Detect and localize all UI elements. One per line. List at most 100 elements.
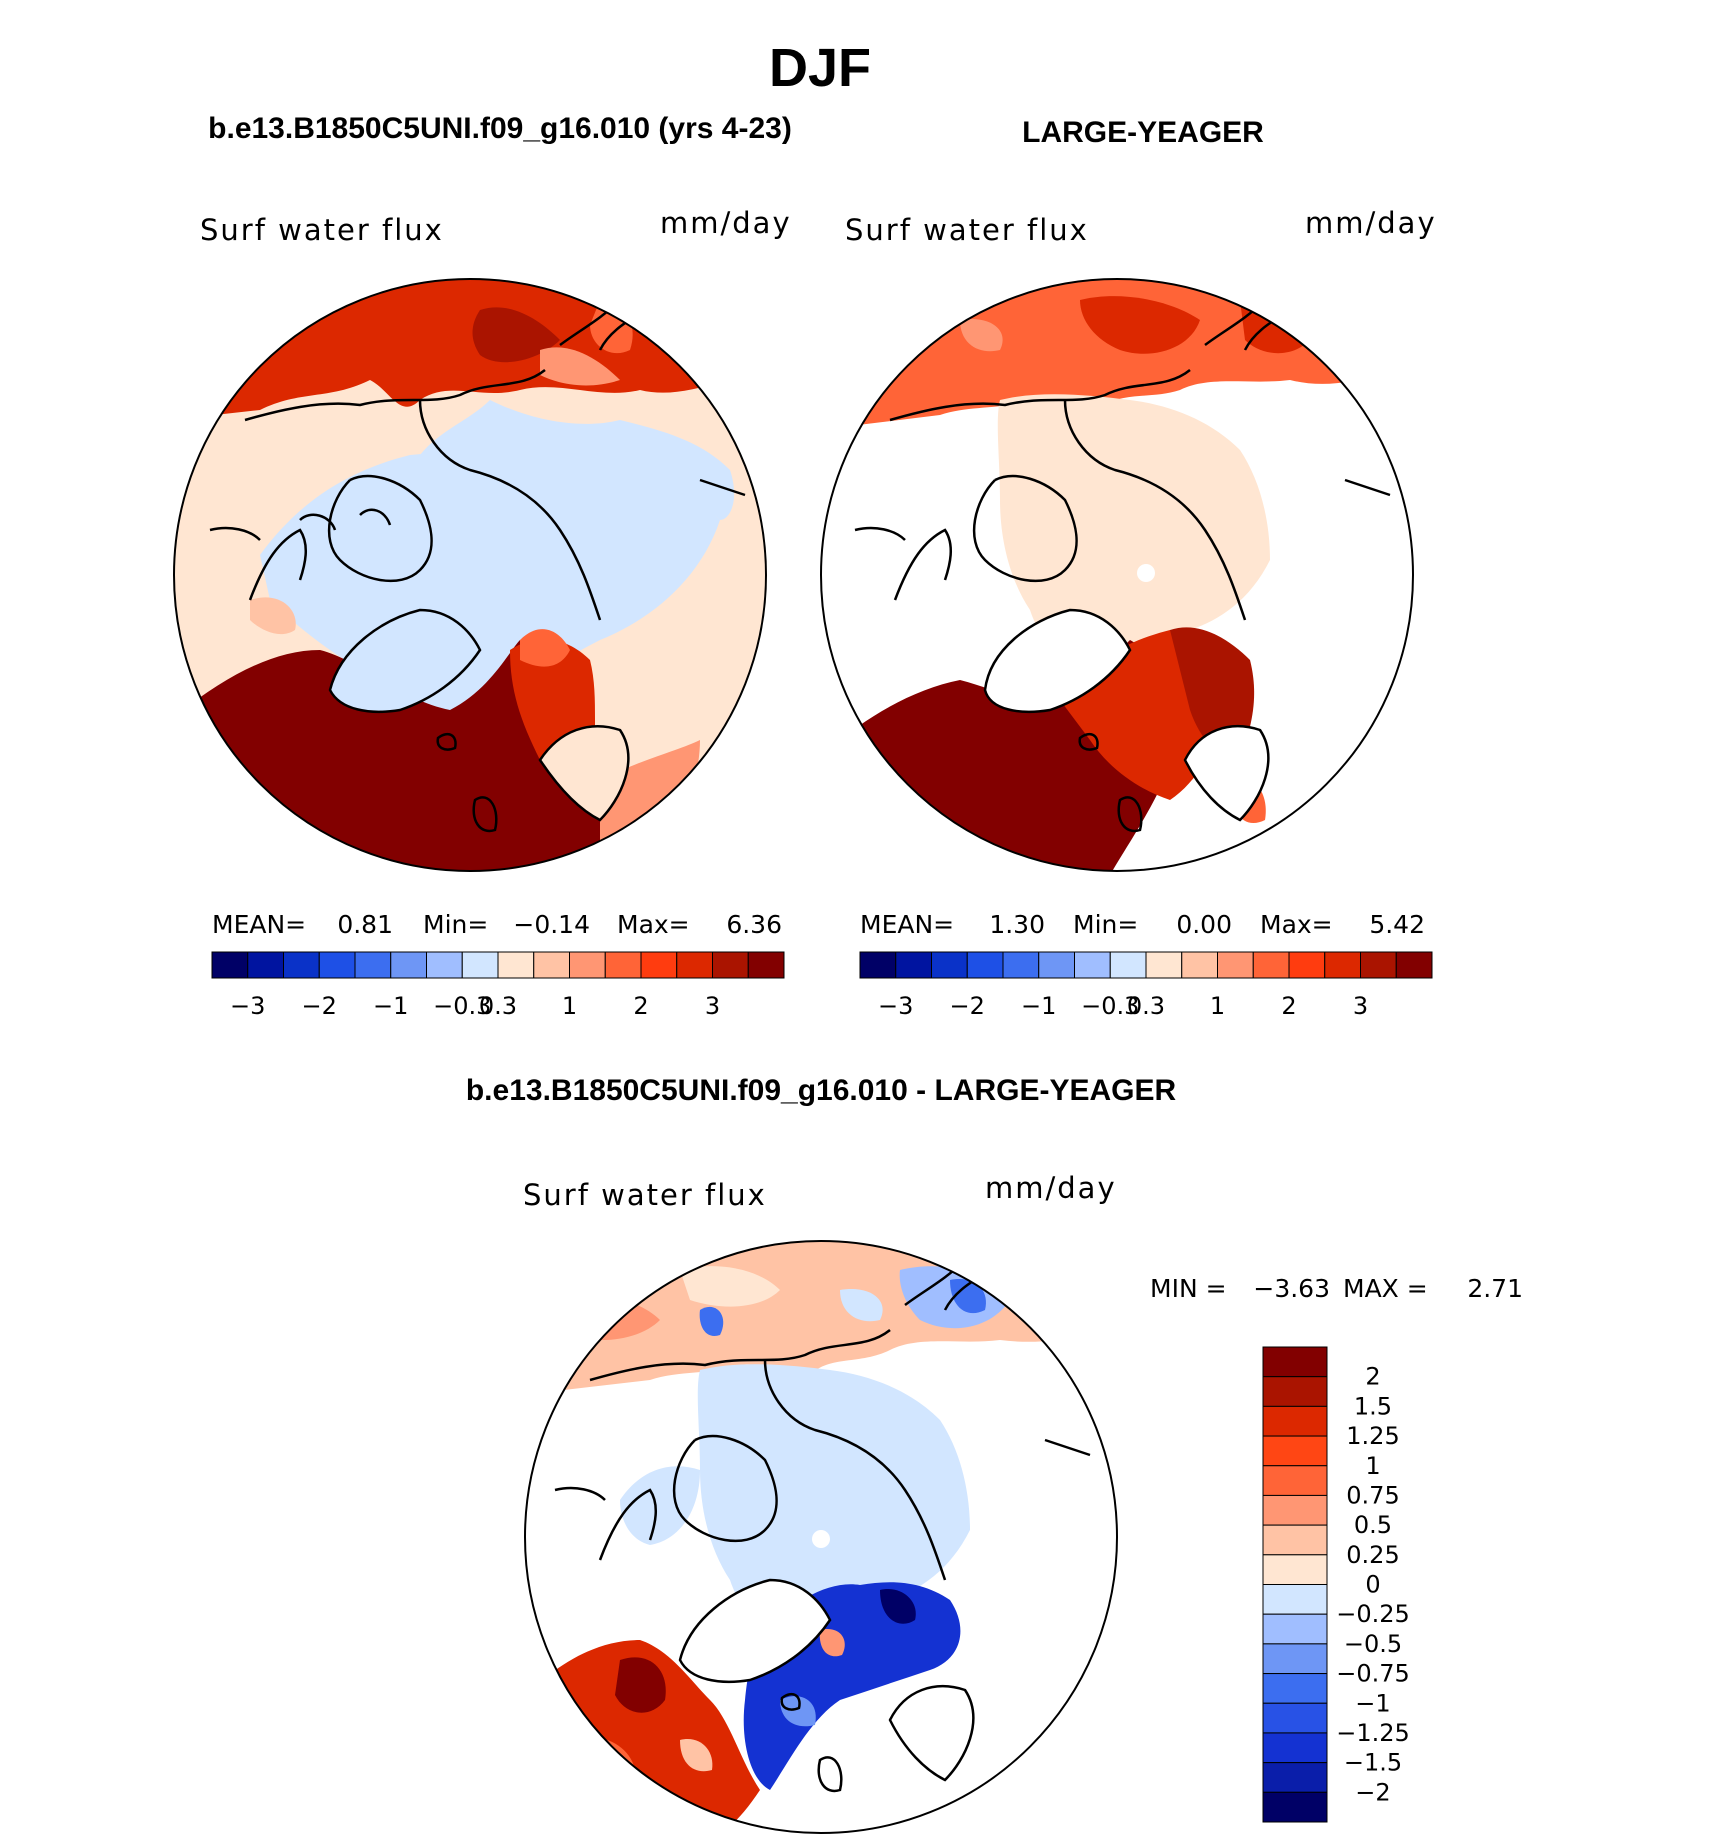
colorbar-swatch	[966, 951, 1004, 979]
colorbar-tick-label: 0	[1365, 1571, 1380, 1599]
colorbar-tick-label: 2	[633, 992, 648, 1020]
colorbar-swatch	[1262, 1762, 1328, 1793]
colorbar-tick-label: 0.3	[1127, 992, 1165, 1020]
colorbar-swatch	[211, 951, 249, 979]
colorbar-swatch	[426, 951, 463, 979]
colorbar-swatch	[1360, 951, 1397, 979]
colorbar-swatch	[1262, 1673, 1328, 1704]
diff-min-label: MIN =	[1150, 1274, 1227, 1303]
colorbar-swatch	[283, 951, 320, 979]
right-map	[821, 279, 1413, 871]
colorbar-swatch	[1262, 1524, 1328, 1556]
colorbar-tick-label: 2	[1365, 1363, 1380, 1391]
difference-map	[525, 1241, 1117, 1833]
colorbar-swatch	[747, 951, 785, 979]
colorbar-swatch	[1074, 951, 1111, 979]
left-mean-label: MEAN=	[212, 910, 306, 939]
colorbar-swatch	[1262, 1732, 1328, 1764]
colorbar-swatch	[1252, 951, 1290, 979]
colorbar-swatch	[1262, 1554, 1328, 1585]
colorbar-swatch	[1262, 1584, 1328, 1615]
left-panel: Surf water flux mm/day	[173, 206, 790, 1020]
right-max-value: 5.42	[1369, 910, 1425, 939]
colorbar-tick-label: −1.25	[1336, 1719, 1410, 1747]
colorbar-swatch	[1262, 1791, 1328, 1823]
colorbar-tick-label: −0.25	[1336, 1600, 1410, 1628]
left-mean-value: 0.81	[337, 910, 393, 939]
colorbar-tick-label: −0.3	[1081, 992, 1139, 1020]
colorbar-swatch	[461, 951, 499, 979]
right-min-label: Min=	[1073, 910, 1138, 939]
colorbar-tick-label: −2	[1355, 1778, 1390, 1806]
colorbar-swatch	[1262, 1435, 1328, 1467]
colorbar-swatch	[1181, 951, 1218, 979]
colorbar-swatch	[390, 951, 427, 979]
left-field-label: Surf water flux	[200, 213, 444, 247]
colorbar-swatch	[1262, 1494, 1328, 1526]
colorbar-tick-label: −0.5	[1344, 1630, 1402, 1658]
colorbar-tick-label: −2	[302, 992, 337, 1020]
colorbar-swatch	[569, 951, 606, 979]
colorbar-swatch	[1262, 1613, 1328, 1645]
right-units-label: mm/day	[1305, 206, 1437, 240]
colorbar-swatch	[1262, 1702, 1328, 1734]
colorbar-swatch	[1288, 951, 1326, 979]
colorbar-tick-label: 3	[1353, 992, 1368, 1020]
diff-max-label: MAX =	[1343, 1274, 1428, 1303]
right-field-label: Surf water flux	[845, 213, 1089, 247]
left-min-value: −0.14	[513, 910, 590, 939]
right-mean-value: 1.30	[989, 910, 1045, 939]
left-colorbar: −3 −2 −1 −0.30.3 1 2 3	[211, 951, 785, 1020]
left-panel-title: b.e13.B1850C5UNI.f09_g16.010 (yrs 4-23)	[208, 112, 792, 145]
colorbar-swatch	[859, 951, 897, 979]
colorbar-tick-label: −3	[230, 992, 265, 1020]
right-max-label: Max=	[1260, 910, 1333, 939]
colorbar-swatch	[1262, 1405, 1328, 1437]
colorbar-tick-label: −1	[1021, 992, 1056, 1020]
colorbar-swatch	[1217, 951, 1254, 979]
colorbar-swatch	[895, 951, 932, 979]
colorbar-tick-label: −3	[878, 992, 913, 1020]
colorbar-tick-label: −2	[950, 992, 985, 1020]
diff-min-value: −3.63	[1253, 1274, 1330, 1303]
colorbar-swatch	[533, 951, 570, 979]
colorbar-swatch	[1262, 1465, 1328, 1496]
colorbar-tick-label: 0.5	[1354, 1511, 1392, 1539]
colorbar-swatch	[497, 951, 535, 979]
colorbar-tick-label: −0.75	[1336, 1660, 1410, 1688]
colorbar-tick-label: 3	[705, 992, 720, 1020]
diff-field-label: Surf water flux	[523, 1178, 767, 1212]
colorbar-tick-label: 1.5	[1354, 1392, 1392, 1420]
colorbar-swatch	[931, 951, 968, 979]
colorbar-swatch	[1262, 1643, 1328, 1675]
diff-max-value: 2.71	[1467, 1274, 1523, 1303]
left-min-label: Min=	[423, 910, 488, 939]
difference-panel: Surf water flux mm/day	[523, 1171, 1523, 1834]
colorbar-swatch	[354, 951, 392, 979]
difference-map-border	[524, 1240, 1118, 1834]
colorbar-swatch	[1262, 1376, 1328, 1407]
colorbar-swatch	[604, 951, 642, 979]
colorbar-swatch	[318, 951, 356, 979]
difference-panel-title: b.e13.B1850C5UNI.f09_g16.010 - LARGE-YEA…	[466, 1074, 1177, 1107]
right-panel-title: LARGE-YEAGER	[1022, 116, 1264, 149]
colorbar-tick-label: −1.5	[1344, 1749, 1402, 1777]
colorbar-swatch	[640, 951, 678, 979]
colorbar-tick-label: 1.25	[1346, 1422, 1399, 1450]
colorbar-swatch	[1002, 951, 1040, 979]
colorbar-tick-label: 0.75	[1346, 1481, 1399, 1509]
colorbar-tick-label: −0.3	[433, 992, 491, 1020]
left-max-value: 6.36	[726, 910, 782, 939]
colorbar-swatch	[676, 951, 713, 979]
right-panel: Surf water flux mm/day	[820, 206, 1437, 1020]
right-mean-label: MEAN=	[860, 910, 954, 939]
colorbar-swatch	[1038, 951, 1075, 979]
colorbar-tick-label: −1	[1355, 1689, 1390, 1717]
colorbar-swatch	[1145, 951, 1183, 979]
colorbar-tick-label: −1	[373, 992, 408, 1020]
colorbar-tick-label: 1	[1365, 1452, 1380, 1480]
right-min-value: 0.00	[1176, 910, 1232, 939]
colorbar-swatch	[1324, 951, 1361, 979]
diff-units-label: mm/day	[985, 1171, 1117, 1205]
